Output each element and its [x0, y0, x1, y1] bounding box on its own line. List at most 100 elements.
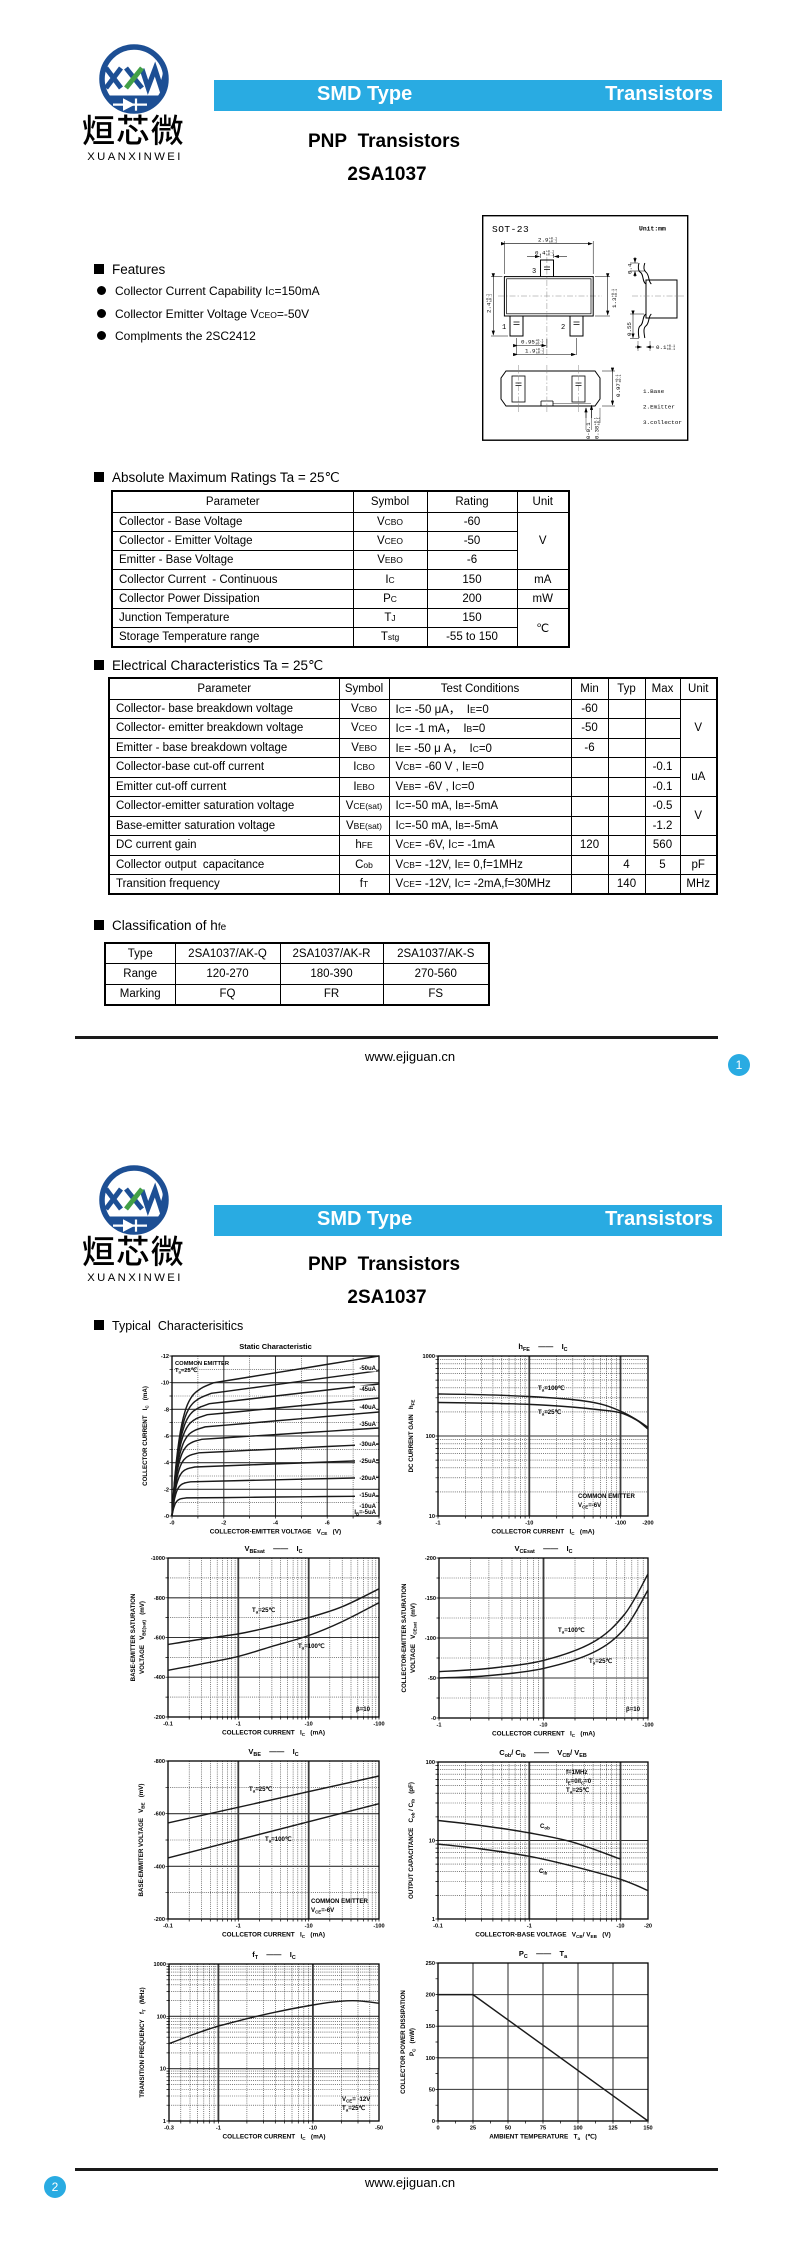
svg-text:-100: -100 [615, 1521, 626, 1527]
svg-text:-0: -0 [431, 1716, 436, 1722]
svg-text:10: 10 [429, 1839, 435, 1845]
svg-text:COMMON EMITTER: COMMON EMITTER [311, 1898, 368, 1905]
svg-text:3.collector: 3.collector [643, 419, 682, 426]
svg-text:PC —— Ta: PC —— Ta [519, 1949, 568, 1960]
svg-text:COLLECTOR CURRENT IC (mA): COLLECTOR CURRENT IC (mA) [223, 2134, 326, 2142]
svg-text:Ta=25℃: Ta=25℃ [175, 1367, 198, 1374]
svg-text:f=1MHz: f=1MHz [566, 1769, 588, 1776]
svg-text:fT —— IC: fT —— IC [252, 1950, 296, 1961]
svg-text:-6: -6 [325, 1521, 330, 1527]
svg-text:1: 1 [163, 2119, 166, 2125]
svg-text:+0.1: +0.1 [667, 345, 675, 349]
svg-text:1.Base: 1.Base [643, 388, 665, 395]
svg-text:COLLECTOR CURRENT IC (mA): COLLECTOR CURRENT IC (mA) [222, 1730, 325, 1738]
svg-text:-100: -100 [373, 1722, 384, 1728]
svg-text:100: 100 [426, 1760, 435, 1766]
svg-text:Cib: Cib [539, 1868, 548, 1876]
svg-text:-1: -1 [436, 1521, 441, 1527]
svg-text:TRANSITION FREQUENCY fT (M: TRANSITION FREQUENCY fT (MHz) [139, 1987, 147, 2097]
svg-text:Ta=100℃: Ta=100℃ [298, 1643, 325, 1651]
svg-text:50: 50 [505, 2126, 511, 2132]
svg-text:PC (mW): PC (mW) [409, 2028, 417, 2056]
svg-text:hFE —— IC: hFE —— IC [518, 1342, 567, 1353]
svg-text:COMMON EMITTER: COMMON EMITTER [175, 1361, 230, 1367]
svg-text:-0.1: -0.1 [163, 1924, 173, 1930]
svg-text:-400: -400 [154, 1864, 165, 1870]
svg-text:Ta=100℃: Ta=100℃ [538, 1385, 565, 1393]
svg-text:Ta=25℃: Ta=25℃ [342, 2105, 366, 2113]
svg-text:VOLTAGE VCEsat (mV): VOLTAGE VCEsat (mV) [410, 1603, 418, 1673]
svg-text:VOLTAGE VBE(sat) (mV): VOLTAGE VBE(sat) (mV) [139, 1601, 147, 1674]
svg-text:-8: -8 [377, 1521, 382, 1527]
svg-text:100: 100 [426, 1434, 435, 1440]
svg-text:±0.1: ±0.1 [598, 417, 602, 425]
svg-text:VCEsat —— IC: VCEsat —— IC [515, 1544, 573, 1555]
svg-text:0.4: 0.4 [627, 263, 634, 274]
svg-text:10: 10 [160, 2067, 166, 2073]
svg-text:-10: -10 [305, 1722, 313, 1728]
svg-text:2.9: 2.9 [538, 237, 549, 244]
svg-text:Ta=25℃: Ta=25℃ [249, 1786, 273, 1794]
svg-text:-40uA: -40uA [359, 1405, 376, 1411]
svg-text:-10: -10 [616, 1924, 624, 1930]
svg-text:50: 50 [429, 2087, 435, 2093]
svg-text:10: 10 [429, 1514, 435, 1520]
svg-text:COLLECTOR-EMITTER VOLTAGE VC: COLLECTOR-EMITTER VOLTAGE VCE (V) [210, 1529, 341, 1537]
svg-text:1: 1 [432, 1917, 435, 1923]
svg-text:-15uA: -15uA [359, 1493, 376, 1499]
svg-text:VBEsat —— IC: VBEsat —— IC [245, 1544, 303, 1555]
svg-text:-20uA: -20uA [359, 1476, 376, 1482]
svg-text:0.95: 0.95 [521, 339, 535, 346]
svg-text:-12: -12 [161, 1354, 169, 1360]
svg-text:±0.1: ±0.1 [667, 348, 675, 352]
svg-text:-50: -50 [375, 2126, 383, 2132]
svg-text:-30uA: -30uA [359, 1442, 376, 1448]
svg-text:±0.1: ±0.1 [535, 343, 543, 347]
svg-text:VCE=-6V: VCE=-6V [578, 1502, 602, 1510]
svg-text:+0.1: +0.1 [535, 340, 543, 344]
svg-text:-1: -1 [236, 1722, 241, 1728]
svg-text:-0.3: -0.3 [164, 2126, 174, 2132]
svg-text:-10: -10 [539, 1723, 547, 1729]
svg-text:SOT-23: SOT-23 [492, 224, 529, 235]
svg-text:-1: -1 [527, 1924, 532, 1930]
svg-text:2.Emitter: 2.Emitter [643, 404, 675, 411]
svg-text:IE=0/IC=0: IE=0/IC=0 [566, 1778, 592, 1786]
svg-text:XUANXINWEI: XUANXINWEI [87, 151, 183, 163]
svg-text:-400: -400 [154, 1675, 165, 1681]
svg-text:+0.1: +0.1 [536, 348, 544, 352]
svg-text:±0.1: ±0.1 [619, 374, 623, 382]
svg-text:-10: -10 [161, 1381, 169, 1387]
svg-text:-0.1: -0.1 [433, 1924, 443, 1930]
svg-text:-4: -4 [164, 1461, 170, 1467]
svg-text:+0.1: +0.1 [595, 417, 599, 425]
svg-text:±0.1: ±0.1 [615, 289, 619, 297]
svg-text:COLLCETOR CURRENT IC (mA): COLLCETOR CURRENT IC (mA) [222, 1932, 325, 1940]
svg-text:-200: -200 [642, 1521, 653, 1527]
svg-text:75: 75 [540, 2126, 546, 2132]
svg-text:-10: -10 [309, 2126, 317, 2132]
svg-text:COLLECTOR CURRENT IC (mA): COLLECTOR CURRENT IC (mA) [142, 1386, 150, 1486]
svg-text:BASE-EMITTER SATURATION: BASE-EMITTER SATURATION [130, 1593, 137, 1681]
svg-text:125: 125 [608, 2126, 617, 2132]
svg-text:±0.1: ±0.1 [549, 241, 557, 245]
svg-text:-1000: -1000 [151, 1556, 165, 1562]
svg-text:100: 100 [157, 2014, 166, 2020]
svg-text:AMBIENT TEMPERATURE Ta (℃): AMBIENT TEMPERATURE Ta (℃) [489, 2134, 597, 2142]
svg-text:150: 150 [426, 2024, 435, 2030]
svg-text:-200: -200 [154, 1917, 165, 1923]
svg-text:-800: -800 [154, 1596, 165, 1602]
svg-text:DC CURRENT GAIN hFE: DC CURRENT GAIN hFE [408, 1400, 416, 1473]
svg-text:-8: -8 [164, 1407, 169, 1413]
svg-text:2.4: 2.4 [486, 302, 493, 313]
svg-text:COLLECTOR CURRENT IC (mA): COLLECTOR CURRENT IC (mA) [492, 1731, 595, 1739]
svg-text:0.38: 0.38 [594, 426, 601, 439]
svg-text:0.97: 0.97 [615, 383, 622, 397]
svg-text:150: 150 [643, 2126, 652, 2132]
svg-text:IB=-5uA: IB=-5uA [354, 1510, 376, 1517]
svg-text:Cob: Cob [540, 1823, 550, 1831]
svg-text:±0.1: ±0.1 [490, 294, 494, 302]
svg-text:COMMON EMITTER: COMMON EMITTER [578, 1493, 635, 1500]
svg-text:BASE-EMMITER VOLTAGE VBE (: BASE-EMMITER VOLTAGE VBE (mV) [138, 1784, 146, 1897]
svg-text:VCE=-6V: VCE=-6V [311, 1907, 335, 1915]
